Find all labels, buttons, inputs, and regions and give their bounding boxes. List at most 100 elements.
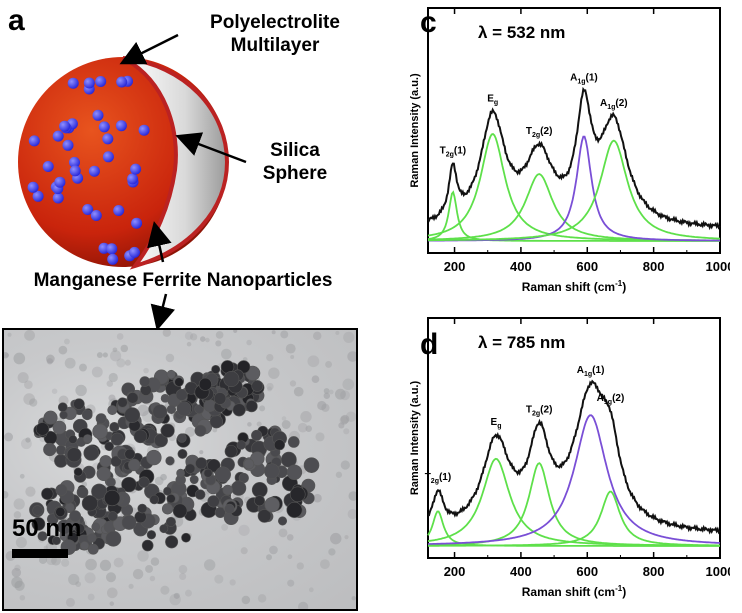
tem-speckle	[300, 411, 312, 423]
tem-particle	[160, 423, 175, 438]
tem-particle	[286, 464, 303, 480]
tem-particle	[141, 539, 154, 552]
tem-particle	[165, 456, 175, 466]
tem-speckle	[112, 347, 118, 353]
tem-speckle	[179, 572, 187, 581]
tem-particle	[96, 466, 111, 482]
tem-speckle	[221, 348, 232, 360]
tem-speckle	[51, 388, 58, 394]
tem-particle	[128, 458, 141, 472]
fit-peak-curve	[428, 490, 720, 547]
tem-speckle	[200, 336, 206, 342]
tem-particle	[105, 530, 122, 547]
tem-particle	[69, 510, 82, 523]
y-axis-label: Raman Intensity (a.u.)	[409, 73, 421, 188]
nanoparticle-dot	[98, 121, 110, 133]
tem-speckle	[286, 534, 294, 541]
tem-speckle	[340, 414, 350, 424]
tem-particle	[176, 468, 185, 478]
tem-speckle	[79, 363, 87, 372]
tem-nanoparticle-cluster	[4, 330, 356, 609]
peak-label: A1g(1)	[577, 365, 605, 378]
tem-speckle	[43, 545, 48, 550]
tem-speckle	[178, 564, 188, 574]
tem-speckle	[149, 575, 156, 582]
tem-speckle	[13, 511, 22, 519]
tem-speckle	[184, 331, 194, 340]
tem-speckle	[4, 490, 9, 499]
x-tick-label: 400	[510, 259, 532, 274]
tem-particle	[214, 466, 231, 483]
tem-speckle	[238, 524, 250, 536]
tem-speckle	[199, 450, 204, 455]
tem-particle	[55, 484, 68, 496]
x-tick-label: 400	[510, 564, 532, 579]
x-tick-label: 200	[444, 564, 466, 579]
x-axis-label: Raman shift (cm-1)	[522, 279, 626, 294]
tem-speckle	[108, 394, 116, 402]
tem-speckle	[63, 338, 70, 345]
tem-speckle	[289, 380, 297, 387]
tem-speckle	[215, 331, 224, 339]
tem-speckle	[84, 572, 96, 584]
nanoparticle-dot	[107, 253, 119, 265]
tem-particle	[185, 463, 196, 474]
tem-particle	[289, 486, 306, 503]
tem-speckle	[212, 427, 218, 433]
tem-speckle	[165, 353, 175, 363]
tem-speckle	[256, 421, 262, 427]
nanoparticle-dot	[52, 130, 64, 142]
tem-particle	[81, 495, 98, 512]
tem-particle	[59, 410, 68, 420]
tem-particle	[110, 455, 122, 467]
tem-particle	[232, 403, 246, 417]
x-tick-label: 1000	[706, 564, 730, 579]
tem-particle	[254, 495, 265, 507]
tem-particle	[251, 380, 264, 392]
tem-particle	[172, 503, 188, 519]
tem-speckle	[203, 559, 216, 571]
tem-speckle	[323, 388, 330, 394]
tem-speckle	[285, 343, 296, 354]
nanoparticle-dot	[69, 165, 81, 177]
tem-speckle	[102, 352, 108, 358]
tem-speckle	[13, 498, 25, 510]
tem-speckle	[247, 422, 252, 427]
tem-particle	[166, 494, 176, 504]
peak-label: T2g(1)	[440, 146, 467, 159]
tem-particle	[126, 392, 139, 404]
tem-speckle	[116, 358, 126, 368]
nanoparticle-dot	[62, 139, 74, 151]
tem-particle	[91, 522, 101, 532]
tem-speckle	[25, 437, 31, 443]
tem-particle	[213, 392, 227, 405]
tem-speckle	[347, 509, 356, 520]
tem-particle	[243, 458, 255, 470]
tem-particle	[109, 421, 120, 433]
tem-particle	[207, 458, 221, 473]
tem-speckle	[185, 589, 192, 597]
tem-speckle	[65, 597, 76, 607]
tem-speckle	[351, 596, 356, 601]
peak-label: T2g(2)	[526, 126, 553, 139]
measured-spectrum	[427, 86, 721, 231]
tem-particle	[209, 414, 224, 429]
tem-speckle	[64, 357, 76, 369]
tem-speckle	[257, 594, 267, 603]
tem-particle	[237, 360, 251, 374]
tem-speckle	[343, 428, 350, 435]
tem-speckle	[145, 565, 153, 573]
tem-speckle	[290, 355, 295, 359]
nanoparticle-dot	[129, 246, 140, 258]
tem-particle	[149, 494, 160, 505]
tem-speckle	[75, 581, 82, 588]
wavelength-annotation: λ = 532 nm	[478, 23, 565, 42]
tem-particle	[137, 503, 148, 514]
tem-speckle	[307, 355, 320, 368]
x-tick-label: 600	[576, 259, 598, 274]
tem-particle	[52, 420, 67, 435]
tem-speckle	[110, 350, 122, 362]
tem-particle	[177, 448, 188, 459]
x-tick-label: 200	[444, 259, 466, 274]
tem-particle	[245, 400, 258, 413]
